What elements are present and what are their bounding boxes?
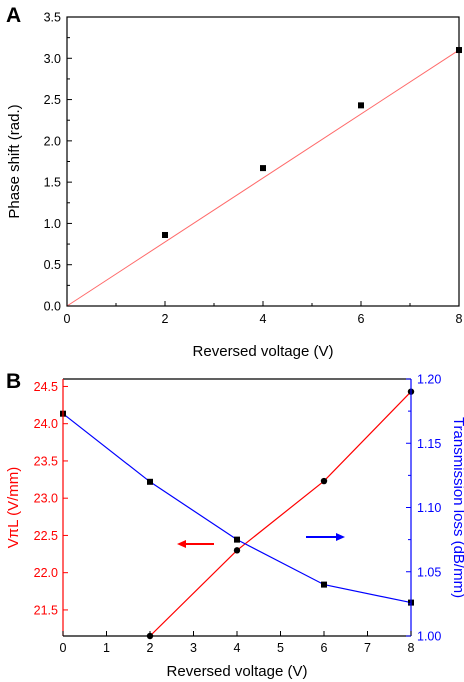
y-left-tick-label: 21.5	[34, 603, 58, 617]
y-tick-label-a: 3.0	[44, 52, 61, 66]
x-axis-title-b: Reversed voltage (V)	[167, 663, 308, 680]
series-line-left	[149, 391, 412, 637]
data-point-right	[234, 536, 240, 543]
x-tick-label-a: 0	[64, 312, 71, 326]
y-tick-label-a: 1.5	[44, 176, 61, 190]
panel-label-b: B	[6, 370, 21, 393]
x-tick-label-b: 7	[364, 641, 371, 655]
y-left-tick-label: 22.0	[34, 566, 58, 580]
x-tick-label-a: 4	[260, 312, 267, 326]
data-point-a	[162, 231, 168, 238]
x-tick-label-b: 0	[60, 641, 67, 655]
x-tick-label-b: 5	[277, 641, 284, 655]
y-left-tick-label: 24.0	[34, 417, 58, 431]
data-point-left	[233, 547, 241, 554]
x-tick-label-b: 6	[321, 641, 328, 655]
y-left-tick-label: 24.5	[34, 380, 58, 394]
data-point-a	[260, 165, 266, 172]
y-right-tick-label: 1.20	[417, 373, 441, 387]
data-point-a	[456, 47, 462, 54]
y-tick-label-a: 2.5	[44, 93, 61, 107]
data-point-left	[320, 477, 328, 485]
x-tick-label-b: 1	[103, 641, 110, 655]
y-left-tick-label: 22.5	[34, 529, 58, 543]
x-tick-label-a: 2	[162, 312, 169, 326]
x-tick-label-b: 3	[190, 641, 197, 655]
x-tick-label-a: 6	[358, 312, 365, 326]
x-axis-title-a: Reversed voltage (V)	[193, 343, 334, 360]
y-right-tick-label: 1.05	[417, 565, 441, 579]
y-left-axis-title: VπL (V/mm)	[5, 467, 22, 548]
panel-b: B 0 1 2 3 4 5 6 7 8 21.5 22.0 22.5 23.0 23.5 24.0 24.5 1.…	[5, 370, 464, 680]
y-left-tick-label: 23.5	[34, 454, 58, 468]
y-tick-label-a: 2.0	[44, 134, 61, 148]
panel-label-a: A	[6, 4, 21, 27]
data-point-a	[358, 102, 364, 109]
data-point-right	[321, 581, 327, 588]
annotation-arrow-right	[306, 533, 345, 541]
y-right-tick-label: 1.00	[417, 630, 441, 644]
annotation-arrow-left-head	[177, 540, 186, 548]
y-right-axis-title: Transmission loss (dB/mm)	[450, 417, 464, 598]
y-tick-label-a: 3.5	[44, 11, 61, 25]
y-axis-title-a: Phase shift (rad.)	[6, 104, 23, 218]
x-tick-label-b: 4	[234, 641, 241, 655]
annotation-arrow-left	[177, 540, 214, 548]
x-tick-label-b: 8	[408, 641, 415, 655]
series-line-right	[62, 413, 412, 604]
panel-a: A 0 2 4 6 8 0.0 0.5 1.0 1.5 2.0 2.5 3.0 3.5 Reversed v…	[6, 4, 463, 360]
y-tick-label-a: 1.0	[44, 217, 61, 231]
y-right-tick-label: 1.10	[417, 501, 441, 515]
annotation-arrow-right-head	[336, 533, 345, 541]
x-tick-label-a: 8	[456, 312, 463, 326]
y-left-tick-label: 23.0	[34, 492, 58, 506]
x-tick-label-b: 2	[147, 641, 154, 655]
y-tick-label-a: 0.0	[44, 300, 61, 314]
data-point-right	[147, 478, 153, 485]
y-tick-label-a: 0.5	[44, 258, 61, 272]
y-right-tick-label: 1.15	[417, 437, 441, 451]
fit-line-a	[66, 49, 460, 307]
plot-frame-a	[66, 16, 460, 307]
